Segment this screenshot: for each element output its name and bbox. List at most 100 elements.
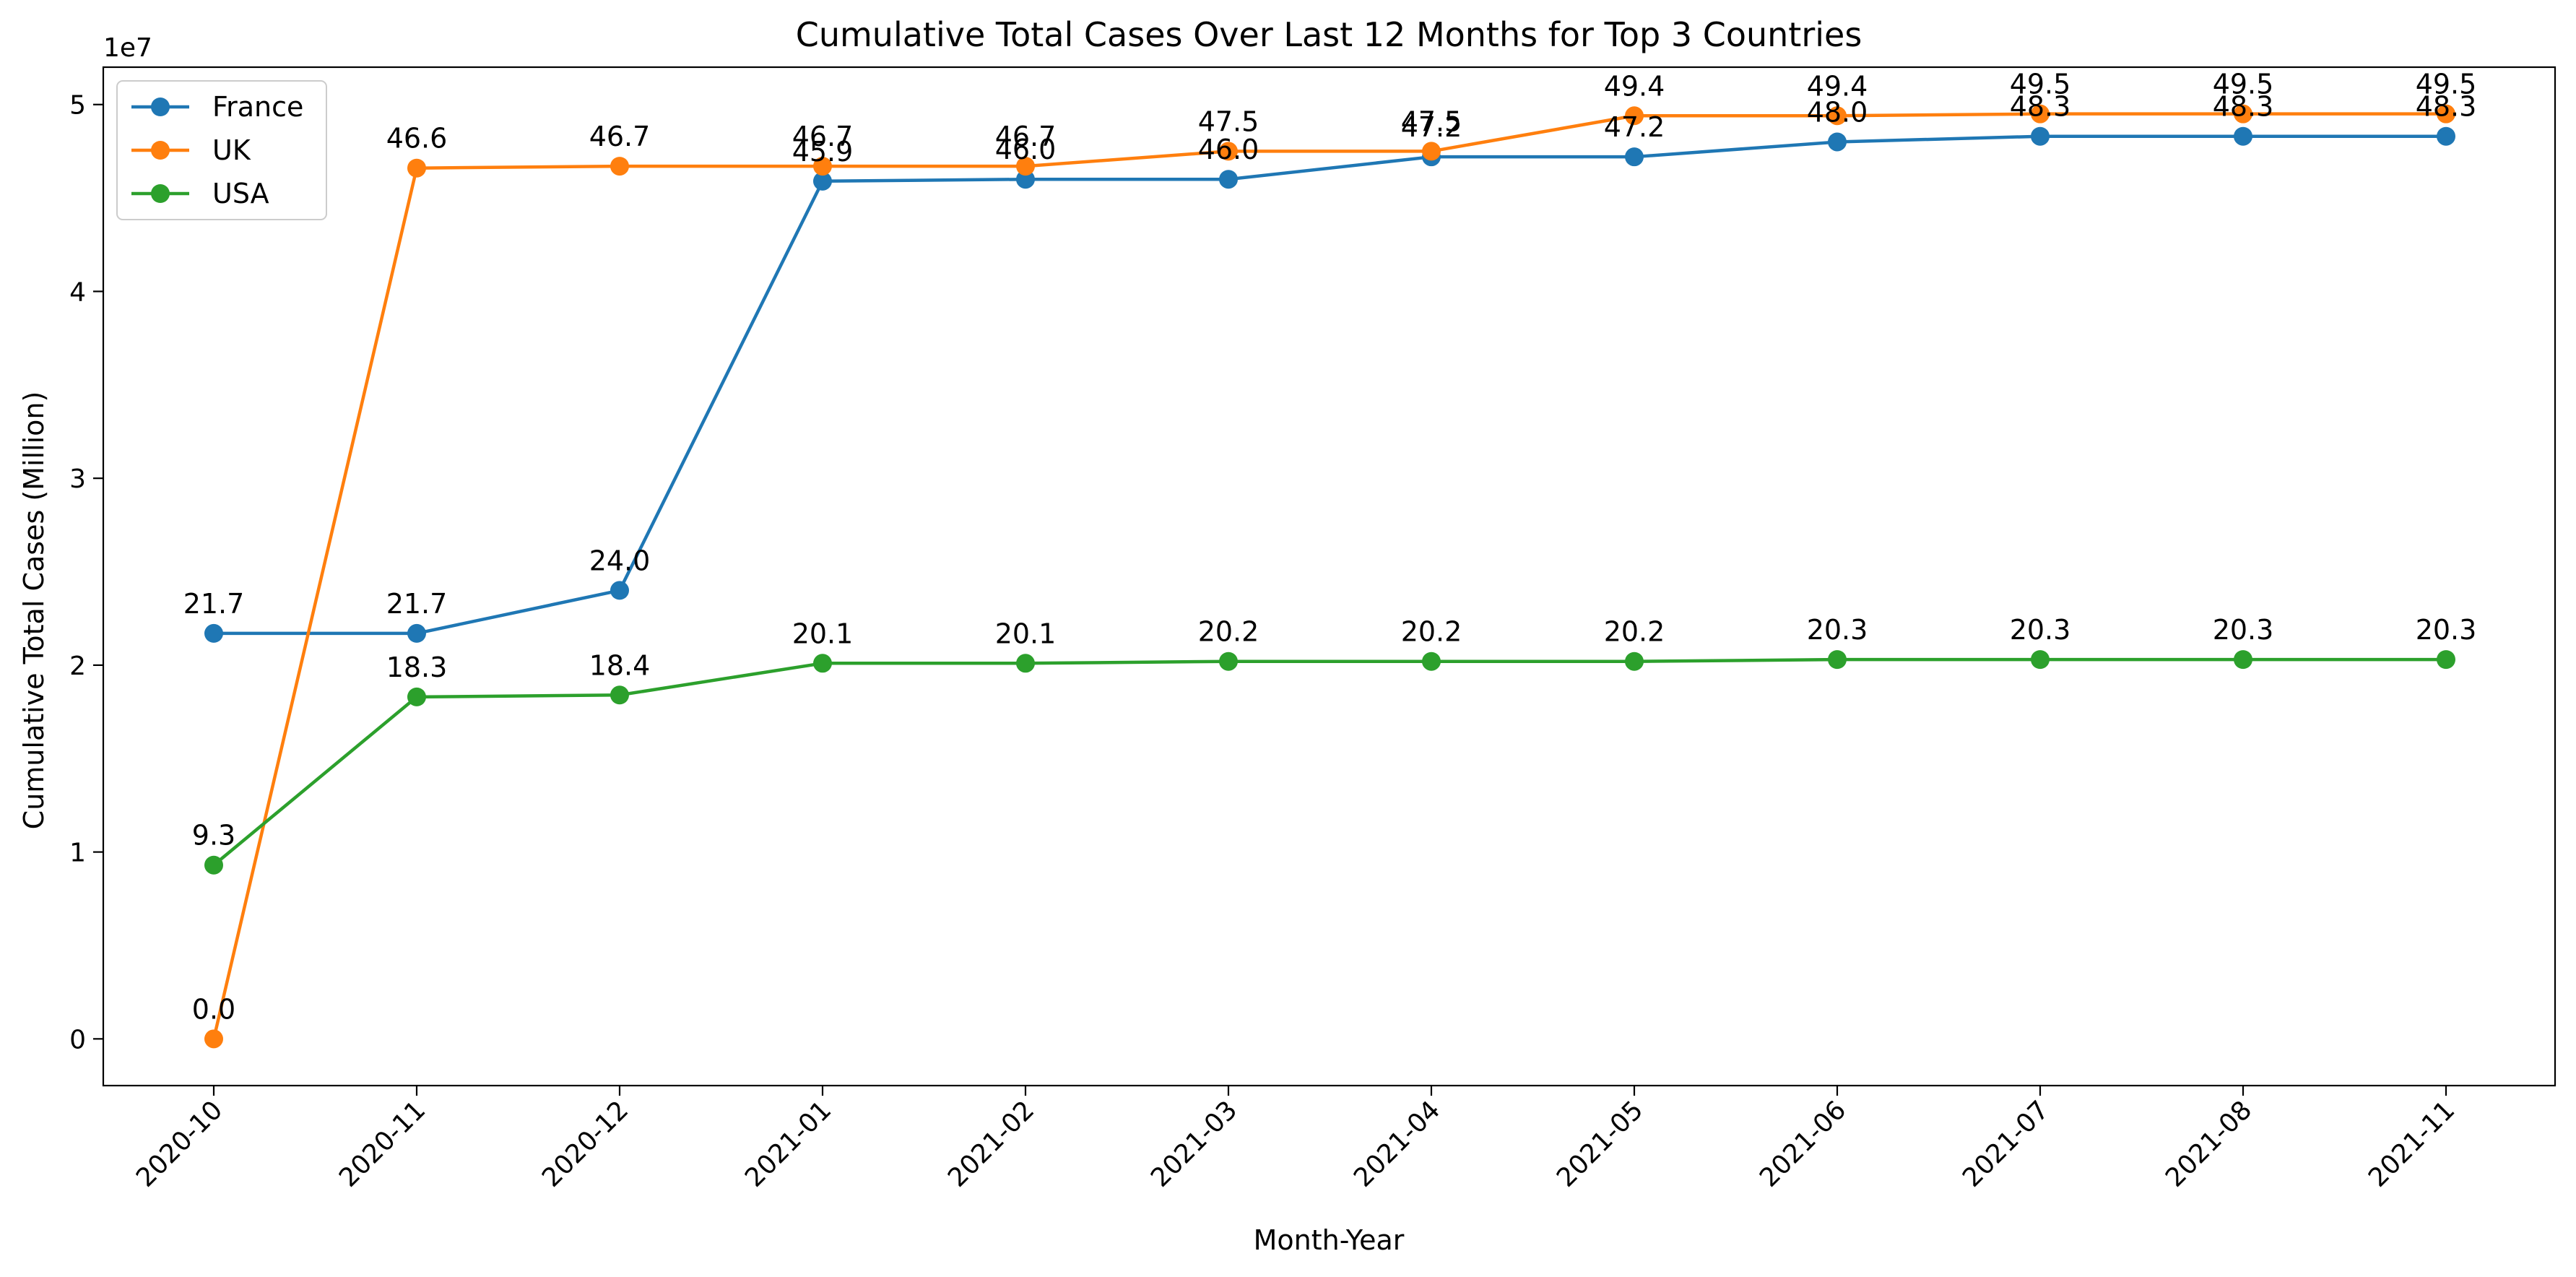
data-point-usa [610,685,629,705]
x-tick-label: 2021-02 [942,1095,1040,1192]
y-tick-label: 1 [69,839,86,868]
y-axis-label: Cumulative Total Cases (Million) [18,391,50,830]
legend-label-usa: USA [212,178,269,209]
x-tick-label: 2021-04 [1348,1095,1446,1192]
data-label-france: 48.3 [2416,91,2477,123]
data-point-uk [813,157,832,176]
data-label-usa: 9.3 [192,820,235,852]
data-point-usa [1422,652,1441,671]
x-tick-label: 2021-06 [1754,1095,1852,1192]
data-point-france [1828,132,1847,152]
data-label-usa: 20.3 [1807,614,1868,646]
legend-marker-uk [151,141,170,160]
chart-title: Cumulative Total Cases Over Last 12 Mont… [796,15,1862,54]
data-label-usa: 20.3 [2416,614,2477,646]
data-point-france [1625,147,1644,167]
plot-frame [102,66,2557,1087]
data-label-france: 45.9 [792,136,854,168]
legend-box [116,80,327,220]
data-label-usa: 18.3 [386,652,448,683]
data-point-uk [610,157,629,176]
data-point-usa [2234,650,2252,670]
data-point-france [813,171,832,191]
legend-label-france: France [212,91,303,123]
legend-marker-usa [151,184,170,203]
data-point-uk [204,1029,223,1049]
data-label-uk: 46.7 [589,121,651,152]
y-offset-text: 1e7 [103,33,152,63]
series-line-usa [212,657,2446,867]
data-point-usa [1016,654,1035,673]
series-uk [204,104,2455,1049]
legend-label-uk: UK [212,134,251,166]
series-usa [204,650,2455,875]
data-label-uk: 46.7 [792,121,854,152]
x-tick-label: 2021-11 [2363,1095,2460,1192]
data-label-uk: 49.4 [1604,70,1665,102]
data-label-france: 46.0 [1198,134,1259,165]
data-label-uk: 47.5 [1401,105,1462,137]
data-label-usa: 20.1 [792,618,854,649]
data-point-uk [407,158,426,178]
series-line-uk [212,112,2446,1039]
y-tick-label: 0 [69,1025,86,1055]
data-label-uk: 46.7 [995,121,1057,152]
data-label-usa: 20.2 [1604,616,1665,648]
x-tick-label: 2020-10 [131,1095,228,1192]
data-label-france: 48.0 [1807,96,1868,128]
data-point-france [2031,126,2050,146]
y-tick-label: 5 [69,91,86,121]
x-tick-label: 2021-01 [740,1095,837,1192]
legend: France UK USA [116,80,327,220]
data-point-france [1016,170,1035,189]
data-label-uk: 46.6 [386,123,448,155]
data-point-uk [2234,104,2252,124]
data-label-uk: 49.5 [2213,69,2274,100]
series-france [204,126,2455,643]
data-label-usa: 20.3 [2010,614,2071,646]
data-label-uk: 49.4 [1807,70,1868,102]
data-label-uk: 49.5 [2416,69,2477,100]
data-point-france [204,623,223,643]
data-point-uk [1016,157,1035,176]
data-point-usa [813,654,832,673]
data-label-france: 21.7 [386,588,448,620]
data-label-france: 21.7 [183,588,245,620]
data-point-usa [204,855,223,875]
data-label-uk: 47.5 [1198,105,1259,137]
data-label-france: 47.2 [1401,111,1462,143]
data-point-france [2234,126,2252,146]
x-axis-label: Month-Year [1254,1224,1405,1256]
x-tick-label: 2021-03 [1145,1095,1243,1192]
plot-area: 0 1 2 3 4 5 2020-10 2020-11 2020-12 2021-01 2021-0… [69,66,2557,1193]
data-point-usa [1625,652,1644,671]
data-label-france: 48.3 [2010,91,2071,123]
data-point-uk [1219,142,1238,161]
x-tick-label: 2021-08 [2160,1095,2258,1192]
data-point-france [1219,170,1238,189]
legend-marker-france [151,98,170,116]
series-line-france [214,134,2446,636]
data-point-uk [1422,142,1441,161]
data-label-usa: 20.2 [1198,616,1259,648]
data-point-usa [2437,650,2455,670]
data-label-uk: 49.5 [2010,69,2071,100]
data-point-france [2437,126,2455,146]
data-label-uk: 0.0 [192,993,235,1025]
data-point-france [610,581,629,600]
x-tick-label: 2021-05 [1551,1095,1649,1192]
y-tick-label: 3 [69,464,86,494]
data-point-usa [1828,650,1847,670]
data-point-france [407,623,426,643]
data-point-usa [2031,650,2050,670]
x-tick-label: 2020-11 [334,1095,431,1192]
x-tick-label: 2021-07 [1957,1095,2055,1192]
data-label-usa: 20.2 [1401,616,1462,648]
x-tick-label: 2020-12 [537,1095,634,1192]
data-label-usa: 20.3 [2213,614,2274,646]
data-label-france: 24.0 [589,545,651,576]
data-point-uk [2437,104,2455,124]
data-label-france: 47.2 [1604,111,1665,143]
